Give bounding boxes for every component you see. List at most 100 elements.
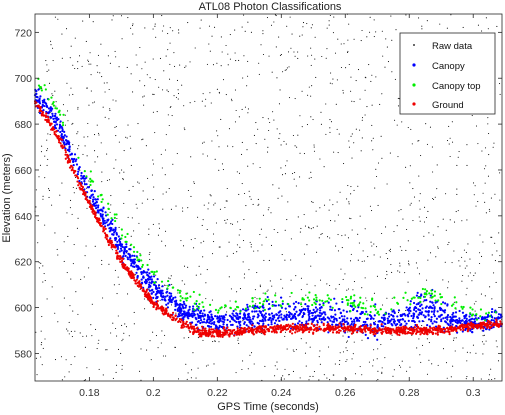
canopy-point [82, 175, 85, 178]
ground-point [59, 142, 62, 145]
raw-data-point [237, 221, 239, 223]
canopy-point [390, 313, 393, 316]
raw-data-point [54, 90, 56, 92]
canopy-point [257, 322, 261, 325]
canopy-point [405, 306, 408, 309]
canopy-point [157, 284, 161, 287]
canopy-point [188, 305, 191, 309]
canopy-point [446, 318, 449, 321]
canopy-point [294, 306, 297, 309]
raw-data-point [241, 141, 243, 144]
raw-data-point [144, 27, 146, 29]
raw-data-point [154, 132, 156, 134]
canopy-point [403, 312, 406, 316]
raw-data-point [371, 74, 373, 76]
raw-data-point [234, 29, 236, 31]
ground-point [275, 330, 278, 333]
raw-data-point [199, 27, 201, 29]
canopy-point [454, 315, 457, 318]
canopy-point [329, 305, 332, 308]
canopy-point [347, 335, 350, 339]
raw-data-point [130, 147, 132, 149]
canopy-point [373, 314, 376, 317]
raw-data-point [488, 374, 490, 376]
raw-data-point [202, 339, 204, 341]
canopy-top-point [219, 307, 222, 310]
raw-data-point [225, 200, 227, 202]
canopy-top-point [97, 195, 100, 198]
raw-data-point [123, 202, 125, 204]
ground-point [496, 324, 499, 328]
ground-point [185, 325, 188, 328]
raw-data-point [310, 116, 312, 118]
canopy-point [284, 307, 287, 310]
raw-data-point [391, 71, 393, 73]
ground-point [343, 325, 346, 328]
raw-data-point [400, 209, 402, 211]
raw-data-point [284, 331, 287, 333]
ground-point [488, 320, 491, 323]
raw-data-point [247, 368, 249, 370]
canopy-top-point [425, 293, 428, 296]
canopy-point [78, 165, 81, 169]
canopy-top-point [209, 303, 212, 306]
ground-point [263, 333, 266, 336]
raw-data-point [263, 259, 265, 261]
raw-data-point [482, 192, 484, 194]
raw-data-point [346, 198, 348, 200]
ground-point [485, 322, 488, 326]
raw-data-point [456, 193, 458, 196]
canopy-top-point [371, 297, 374, 300]
raw-data-point [46, 150, 48, 152]
ground-point [248, 326, 251, 330]
canopy-point [413, 307, 416, 310]
x-tick-label: 0.18 [79, 387, 100, 399]
raw-data-point [66, 328, 68, 330]
raw-data-point [293, 178, 295, 180]
ground-point [181, 326, 184, 329]
raw-data-point [448, 125, 450, 127]
canopy-top-point [402, 296, 405, 300]
raw-data-point [336, 201, 338, 203]
canopy-point [39, 111, 42, 115]
canopy-top-point [475, 313, 478, 316]
raw-data-point [133, 311, 135, 314]
raw-data-point [388, 249, 390, 251]
raw-data-point [152, 331, 154, 333]
ground-point [220, 333, 224, 336]
canopy-point [444, 302, 447, 305]
canopy-top-point [439, 293, 442, 296]
raw-data-point [402, 218, 404, 220]
raw-data-point [151, 174, 153, 176]
raw-data-point [108, 179, 111, 181]
canopy-point [361, 311, 364, 315]
canopy-point [102, 207, 105, 210]
raw-data-point [190, 239, 192, 241]
raw-data-point [144, 61, 146, 63]
raw-data-point [273, 228, 275, 231]
canopy-point [399, 318, 402, 321]
raw-data-point [366, 300, 368, 302]
ground-point [466, 328, 469, 331]
canopy-point [394, 324, 397, 327]
raw-data-point [227, 64, 229, 66]
ground-point [233, 334, 236, 337]
canopy-point [166, 290, 169, 293]
raw-data-point [300, 227, 302, 229]
canopy-point [458, 309, 461, 313]
ground-point [469, 327, 472, 330]
raw-data-point [354, 373, 357, 375]
raw-data-point [419, 220, 421, 222]
canopy-point [133, 254, 136, 257]
canopy-top-point [349, 295, 353, 298]
ground-point [374, 332, 377, 335]
raw-data-point [326, 48, 328, 50]
canopy-point [97, 204, 100, 207]
canopy-point [54, 112, 57, 115]
raw-data-point [184, 129, 186, 131]
canopy-point [183, 302, 186, 305]
canopy-point [492, 326, 495, 329]
canopy-top-point [454, 307, 457, 310]
raw-data-point [259, 284, 261, 286]
canopy-point [83, 183, 87, 186]
